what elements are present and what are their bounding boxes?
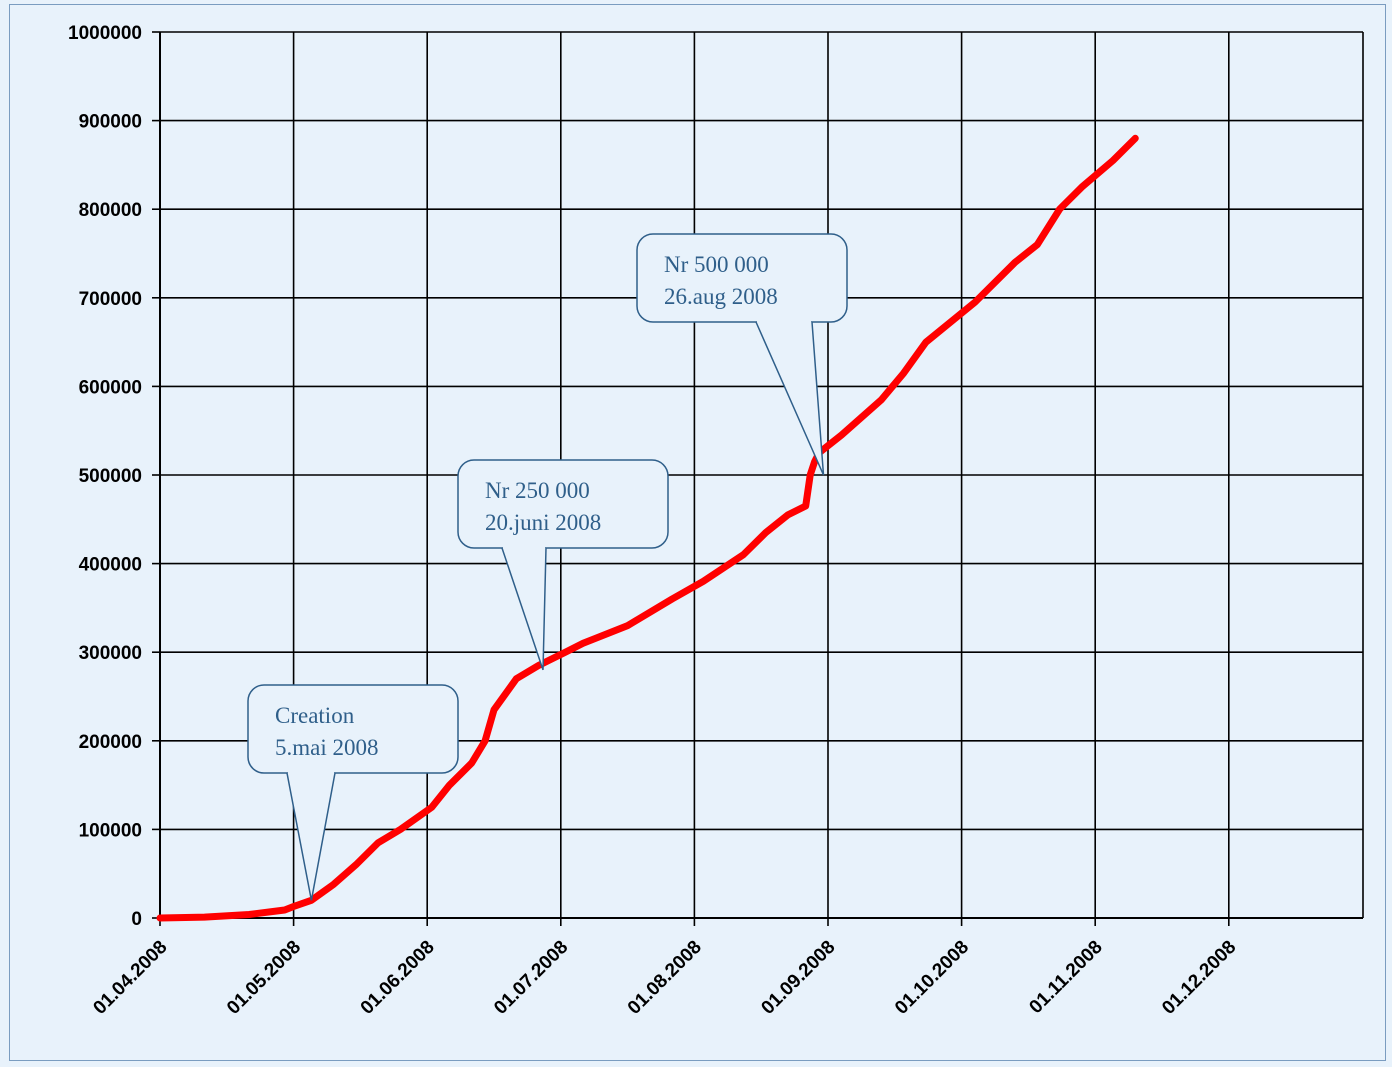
y-tick-label: 100000 bbox=[79, 820, 142, 841]
y-tick-label: 500000 bbox=[79, 466, 142, 487]
y-tick-label: 0 bbox=[131, 909, 142, 930]
callout-box bbox=[247, 684, 459, 774]
x-tick-label: 01.10.2008 bbox=[891, 937, 973, 1019]
x-tick-label: 01.04.2008 bbox=[89, 937, 171, 1019]
callout-text-line: 20.juni 2008 bbox=[485, 510, 601, 535]
y-tick-label: 200000 bbox=[79, 732, 142, 753]
callout-tail bbox=[286, 772, 336, 901]
axes bbox=[152, 31, 1363, 926]
callout-box bbox=[457, 459, 669, 549]
callout-text-line: 26.aug 2008 bbox=[664, 284, 778, 309]
chart-frame bbox=[9, 4, 1386, 1061]
x-tick-label: 01.08.2008 bbox=[624, 937, 706, 1019]
y-tick-label: 1000000 bbox=[68, 23, 142, 44]
x-tick-label: 01.11.2008 bbox=[1025, 937, 1106, 1018]
callout-text-line: 5.mai 2008 bbox=[275, 735, 379, 760]
callout-text-line: Creation bbox=[275, 703, 355, 728]
x-tick-label: 01.05.2008 bbox=[223, 937, 305, 1019]
y-axis-ticks: 0 100000 200000 300000 400000 500000 600000 700… bbox=[68, 23, 142, 930]
x-tick-label: 01.06.2008 bbox=[357, 937, 439, 1019]
y-tick-label: 600000 bbox=[79, 377, 142, 398]
callout-box bbox=[636, 233, 848, 323]
grid bbox=[160, 31, 1364, 918]
y-tick-label: 700000 bbox=[79, 289, 142, 310]
x-axis-ticks: 01.04.2008 01.05.2008 01.06.2008 01.07.2008… bbox=[89, 937, 1240, 1019]
series-line-0 bbox=[156, 134, 1139, 922]
y-tick-label: 800000 bbox=[79, 200, 142, 221]
callout-tail bbox=[755, 321, 825, 476]
callout-2: Nr 500 000 26.aug 2008 bbox=[636, 233, 848, 476]
x-tick-label: 01.09.2008 bbox=[757, 937, 839, 1019]
callout-1: Nr 250 000 20.juni 2008 bbox=[457, 459, 669, 671]
callout-text-line: Nr 250 000 bbox=[485, 478, 590, 503]
y-tick-label: 900000 bbox=[79, 112, 142, 133]
callout-layer: Creation 5.mai 2008 Nr 250 000 20.juni 2008… bbox=[247, 233, 848, 901]
series-layer bbox=[156, 134, 1139, 922]
y-tick-label: 400000 bbox=[79, 555, 142, 576]
x-tick-label: 01.07.2008 bbox=[490, 937, 572, 1019]
callout-0: Creation 5.mai 2008 bbox=[247, 684, 459, 901]
y-tick-label: 300000 bbox=[79, 643, 142, 664]
x-tick-label: 01.12.2008 bbox=[1158, 937, 1240, 1019]
callout-tail bbox=[501, 547, 547, 671]
callout-text-line: Nr 500 000 bbox=[664, 252, 769, 277]
